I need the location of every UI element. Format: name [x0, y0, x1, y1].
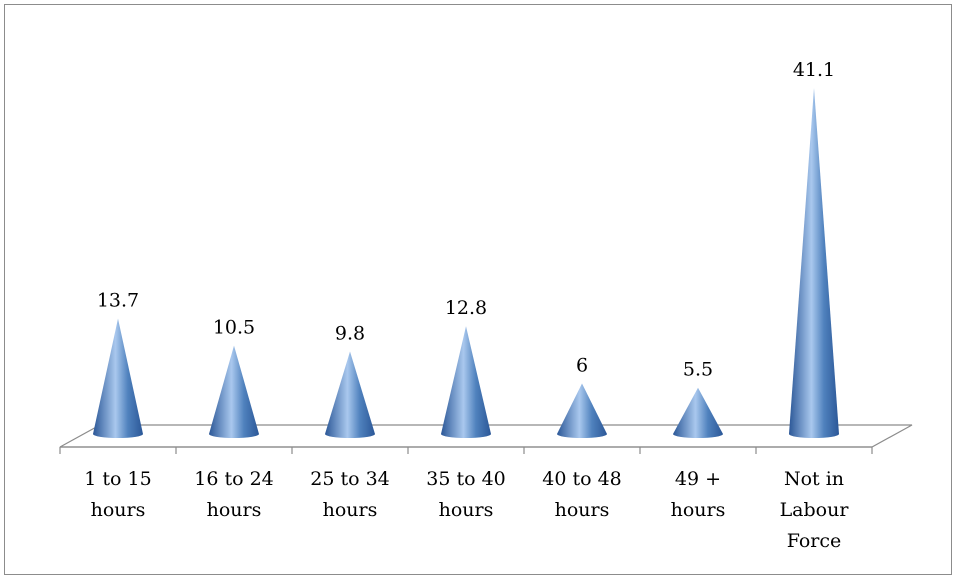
data-label: 6 [576, 354, 588, 376]
cone-bar-body [441, 326, 491, 438]
x-tick-label: 16 to 24 hours [194, 468, 274, 521]
data-label: 9.8 [335, 322, 365, 344]
data-label: 12.8 [445, 297, 487, 319]
cone-bar-body [673, 387, 723, 438]
cone-bar [209, 345, 259, 438]
x-tick-label: 35 to 40 hours [426, 468, 506, 521]
x-tick-label-line: 16 to 24 [194, 468, 274, 490]
chart-frame [4, 4, 952, 575]
cone-bar [789, 88, 839, 438]
x-tick-label-line: hours [207, 499, 262, 521]
data-label: 5.5 [683, 359, 713, 381]
x-tick-label-line: 25 to 34 [310, 468, 390, 490]
data-label: 41.1 [793, 59, 835, 81]
x-tick-label-line: 35 to 40 [426, 468, 506, 490]
x-tick-label-line: 49 + [675, 468, 721, 490]
data-label: 13.7 [97, 290, 139, 312]
x-tick-label: Not in Labour Force [780, 468, 850, 552]
x-tick-label-line: hours [555, 499, 610, 521]
x-tick-label-line: 1 to 15 [84, 468, 151, 490]
x-tick-label: 25 to 34 hours [310, 468, 390, 521]
cone-bar [441, 326, 491, 438]
data-label: 10.5 [213, 317, 255, 339]
cone-bar-body [93, 318, 143, 438]
cone-bar [93, 318, 143, 438]
x-tick-label-line: hours [323, 499, 378, 521]
cone-bar [557, 383, 607, 438]
cone-bar-body [209, 345, 259, 438]
cone-bar [673, 387, 723, 438]
cone-bar-body [325, 351, 375, 438]
x-tick-label-line: Force [787, 530, 842, 552]
x-tick-label-line: hours [439, 499, 494, 521]
x-tick-label-line: hours [671, 499, 726, 521]
x-axis [59, 446, 873, 454]
cone-bar-body [557, 383, 607, 438]
cone-bar-body [789, 88, 839, 438]
x-tick-label-line: Not in [784, 468, 844, 490]
x-tick-label: 40 to 48 hours [542, 468, 622, 521]
x-tick-label-line: Labour [780, 499, 850, 521]
bars-group [93, 88, 839, 438]
cone-bar [325, 351, 375, 438]
x-tick-label-line: 40 to 48 [542, 468, 622, 490]
x-tick-label: 1 to 15 hours [84, 468, 151, 521]
x-tick-label: 49 + hours [671, 468, 726, 521]
data-labels-group: 13.7 10.5 9.8 12.8 6 5.5 41.1 [97, 59, 835, 381]
x-tick-label-line: hours [91, 499, 146, 521]
